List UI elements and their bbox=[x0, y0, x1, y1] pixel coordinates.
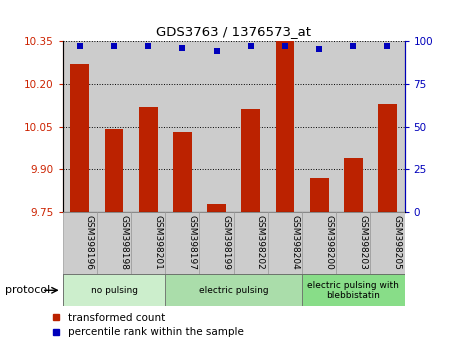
Bar bbox=[344, 158, 363, 212]
Bar bbox=[165, 212, 199, 274]
Text: GSM398196: GSM398196 bbox=[85, 216, 94, 270]
Text: GSM398203: GSM398203 bbox=[359, 216, 367, 270]
Bar bbox=[241, 109, 260, 212]
Bar bbox=[131, 212, 165, 274]
Text: GSM398201: GSM398201 bbox=[153, 216, 162, 270]
Text: electric pulsing: electric pulsing bbox=[199, 286, 268, 295]
Bar bbox=[97, 212, 131, 274]
Text: electric pulsing with
blebbistatin: electric pulsing with blebbistatin bbox=[307, 281, 399, 300]
Bar bbox=[63, 41, 97, 212]
Text: no pulsing: no pulsing bbox=[91, 286, 138, 295]
Bar bbox=[97, 41, 131, 212]
Bar bbox=[63, 274, 165, 306]
Bar bbox=[199, 212, 233, 274]
Text: GSM398200: GSM398200 bbox=[324, 216, 333, 270]
Bar bbox=[165, 41, 199, 212]
Bar bbox=[139, 107, 158, 212]
Text: GSM398199: GSM398199 bbox=[222, 216, 231, 270]
Title: GDS3763 / 1376573_at: GDS3763 / 1376573_at bbox=[156, 25, 311, 38]
Text: protocol: protocol bbox=[5, 285, 50, 295]
Bar bbox=[71, 64, 89, 212]
Text: GSM398197: GSM398197 bbox=[187, 216, 197, 270]
Bar bbox=[378, 104, 397, 212]
Text: GSM398204: GSM398204 bbox=[290, 216, 299, 270]
Bar bbox=[207, 204, 226, 212]
Bar bbox=[233, 212, 268, 274]
Bar bbox=[105, 130, 123, 212]
Bar bbox=[199, 41, 233, 212]
Bar bbox=[268, 41, 302, 212]
Text: GSM398198: GSM398198 bbox=[119, 216, 128, 270]
Bar bbox=[302, 274, 405, 306]
Bar bbox=[63, 212, 97, 274]
Text: GSM398205: GSM398205 bbox=[392, 216, 402, 270]
Bar bbox=[370, 41, 405, 212]
Bar bbox=[233, 41, 268, 212]
Bar bbox=[268, 212, 302, 274]
Bar bbox=[302, 41, 336, 212]
Bar bbox=[336, 212, 370, 274]
Text: GSM398202: GSM398202 bbox=[256, 216, 265, 270]
Legend: transformed count, percentile rank within the sample: transformed count, percentile rank withi… bbox=[52, 313, 244, 337]
Bar bbox=[131, 41, 165, 212]
Bar bbox=[370, 212, 405, 274]
Bar bbox=[310, 178, 328, 212]
Bar bbox=[276, 41, 294, 212]
Bar bbox=[165, 274, 302, 306]
Bar bbox=[336, 41, 370, 212]
Bar bbox=[302, 212, 336, 274]
Bar bbox=[173, 132, 192, 212]
